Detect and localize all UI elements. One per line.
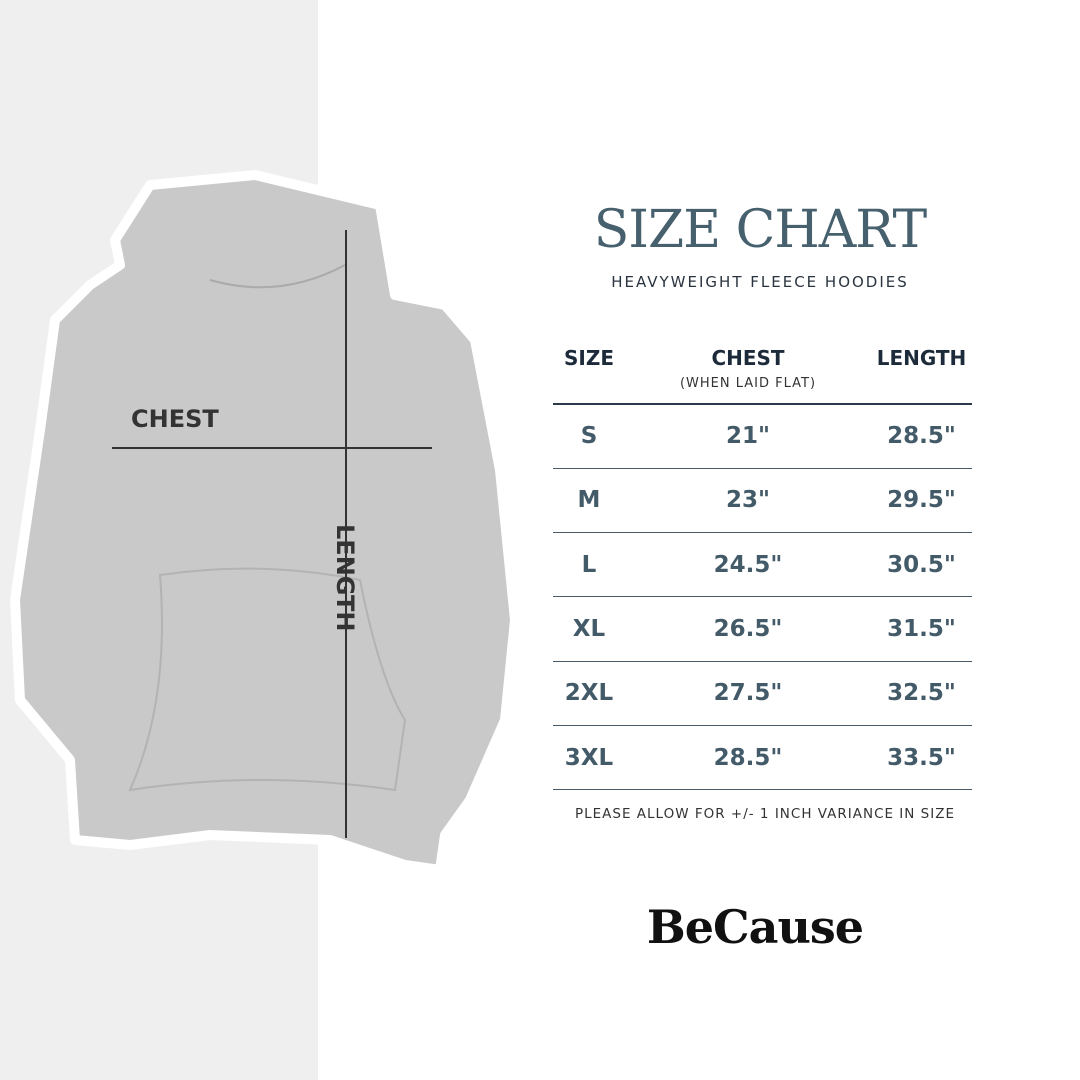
chest-cell: 24.5" — [625, 532, 871, 598]
length-cell: 31.5" — [871, 596, 972, 662]
chest-label: CHEST — [131, 405, 219, 433]
chest-cell: 23" — [625, 468, 871, 534]
hoodie-image — [10, 170, 520, 875]
length-cell: 28.5" — [871, 404, 972, 469]
table-row: 3XL 28.5" 33.5" — [553, 725, 972, 791]
column-header-chest: CHEST (WHEN LAID FLAT) — [625, 344, 871, 404]
column-header-length: LENGTH — [876, 346, 967, 370]
chest-header-label: CHEST — [711, 346, 785, 370]
chest-header-note: (WHEN LAID FLAT) — [679, 376, 817, 391]
size-cell: S — [553, 404, 625, 469]
table-row: XL 26.5" 31.5" — [553, 596, 972, 662]
size-cell: XL — [553, 596, 625, 662]
page-title: SIZE CHART — [593, 200, 927, 260]
table-row: S 21" 28.5" — [553, 404, 972, 469]
page-subtitle: HEAVYWEIGHT FLEECE HOODIES — [611, 273, 909, 291]
size-cell: 2XL — [553, 661, 625, 726]
length-cell: 30.5" — [871, 532, 972, 598]
size-cell: M — [553, 468, 625, 534]
table-header: SIZE CHEST (WHEN LAID FLAT) LENGTH — [553, 344, 972, 404]
table-row: 2XL 27.5" 32.5" — [553, 661, 972, 726]
chest-cell: 26.5" — [625, 596, 871, 662]
size-cell: 3XL — [553, 725, 625, 791]
table-row: M 23" 29.5" — [553, 468, 972, 534]
size-table: SIZE CHEST (WHEN LAID FLAT) LENGTH S 21" 28… — [553, 344, 972, 791]
length-cell: 33.5" — [871, 725, 972, 791]
chest-cell: 27.5" — [625, 661, 871, 726]
length-cell: 29.5" — [871, 468, 972, 534]
table-row: L 24.5" 30.5" — [553, 532, 972, 598]
column-header-size: SIZE — [563, 346, 614, 370]
length-cell: 32.5" — [871, 661, 972, 726]
brand-logo: BeCause — [646, 900, 864, 954]
variance-note: PLEASE ALLOW FOR +/- 1 INCH VARIANCE IN … — [574, 806, 956, 822]
chest-cell: 28.5" — [625, 725, 871, 791]
length-label: LENGTH — [331, 524, 359, 632]
size-cell: L — [553, 532, 625, 598]
chest-cell: 21" — [625, 404, 871, 469]
